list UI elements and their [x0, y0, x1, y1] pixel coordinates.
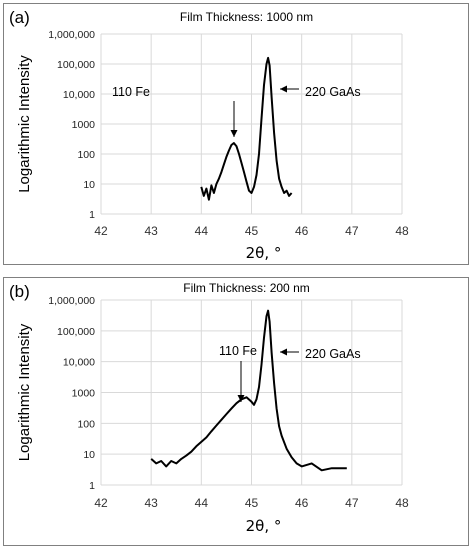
y-tick-label-a: 1: [89, 209, 95, 221]
xrd-pattern-line-b: [150, 309, 347, 472]
chart-title-b: Film Thickness: 200 nm: [183, 281, 310, 295]
y-tick-label-a: 10: [83, 179, 95, 191]
panel-label-a: (a): [9, 8, 30, 27]
x-tick-label-b: 46: [295, 496, 309, 510]
x-axis-label-b: 2θ, °: [246, 517, 282, 535]
x-tick-label-a: 46: [295, 224, 309, 238]
y-tick-label-a: 100: [77, 149, 95, 161]
x-tick-label-b: 48: [395, 496, 409, 510]
annotation-gaas-a: 220 GaAs: [305, 85, 361, 99]
chart-panel-b: (b) Film Thickness: 200 nm 42 43 44 45 46 47 48 1…: [3, 277, 469, 546]
x-tick-label-b: 45: [245, 496, 259, 510]
y-tick-label-b: 1: [89, 480, 95, 492]
x-tick-label-a: 42: [94, 224, 108, 238]
y-tick-label-a: 100,000: [57, 59, 95, 71]
y-tick-label-a: 1000: [72, 119, 96, 131]
x-tick-label-a: 47: [345, 224, 359, 238]
x-tick-label-b: 44: [195, 496, 209, 510]
x-tick-label-b: 47: [345, 496, 359, 510]
y-tick-label-b: 100,000: [57, 326, 95, 338]
y-tick-label-b: 10,000: [63, 357, 95, 369]
chart-title-a: Film Thickness: 1000 nm: [180, 10, 313, 24]
annotation-fe-arrowhead-b: [237, 395, 245, 402]
y-axis-label-b: Logarithmic Intensity: [16, 323, 33, 461]
xrd-pattern-line-a: [200, 56, 293, 201]
annotation-gaas-arrowhead-b: [280, 348, 287, 356]
x-tick-label-a: 48: [395, 224, 409, 238]
x-tick-label-b: 42: [94, 496, 108, 510]
annotation-fe-a: 110 Fe: [112, 85, 150, 99]
y-tick-label-a: 1,000,000: [48, 29, 95, 41]
y-tick-label-b: 1000: [72, 388, 96, 400]
y-tick-label-b: 1,000,000: [48, 295, 95, 307]
y-axis-label-a: Logarithmic Intensity: [16, 55, 33, 193]
panel-label-b: (b): [9, 282, 30, 301]
y-tick-label-b: 100: [77, 418, 95, 430]
annotation-gaas-b: 220 GaAs: [305, 347, 361, 361]
x-tick-label-a: 43: [144, 224, 158, 238]
y-tick-label-b: 10: [83, 449, 95, 461]
x-tick-label-a: 45: [245, 224, 259, 238]
x-tick-label-b: 43: [144, 496, 158, 510]
x-tick-label-a: 44: [195, 224, 209, 238]
y-tick-label-a: 10,000: [63, 89, 95, 101]
chart-b-svg: (b) Film Thickness: 200 nm 42 43 44 45 46 47 48 1…: [9, 281, 409, 535]
chart-a-svg: (a) Film Thickness: 1000 nm 42 43 44 45 46 47 48…: [9, 8, 409, 262]
x-axis-label-a: 2θ, °: [246, 244, 282, 262]
annotation-gaas-arrowhead-a: [280, 85, 287, 93]
annotation-fe-arrowhead-a: [230, 130, 238, 137]
annotation-fe-b: 110 Fe: [219, 344, 257, 358]
chart-panel-a: (a) Film Thickness: 1000 nm 42 43 44 45 46 47 48…: [3, 3, 469, 265]
